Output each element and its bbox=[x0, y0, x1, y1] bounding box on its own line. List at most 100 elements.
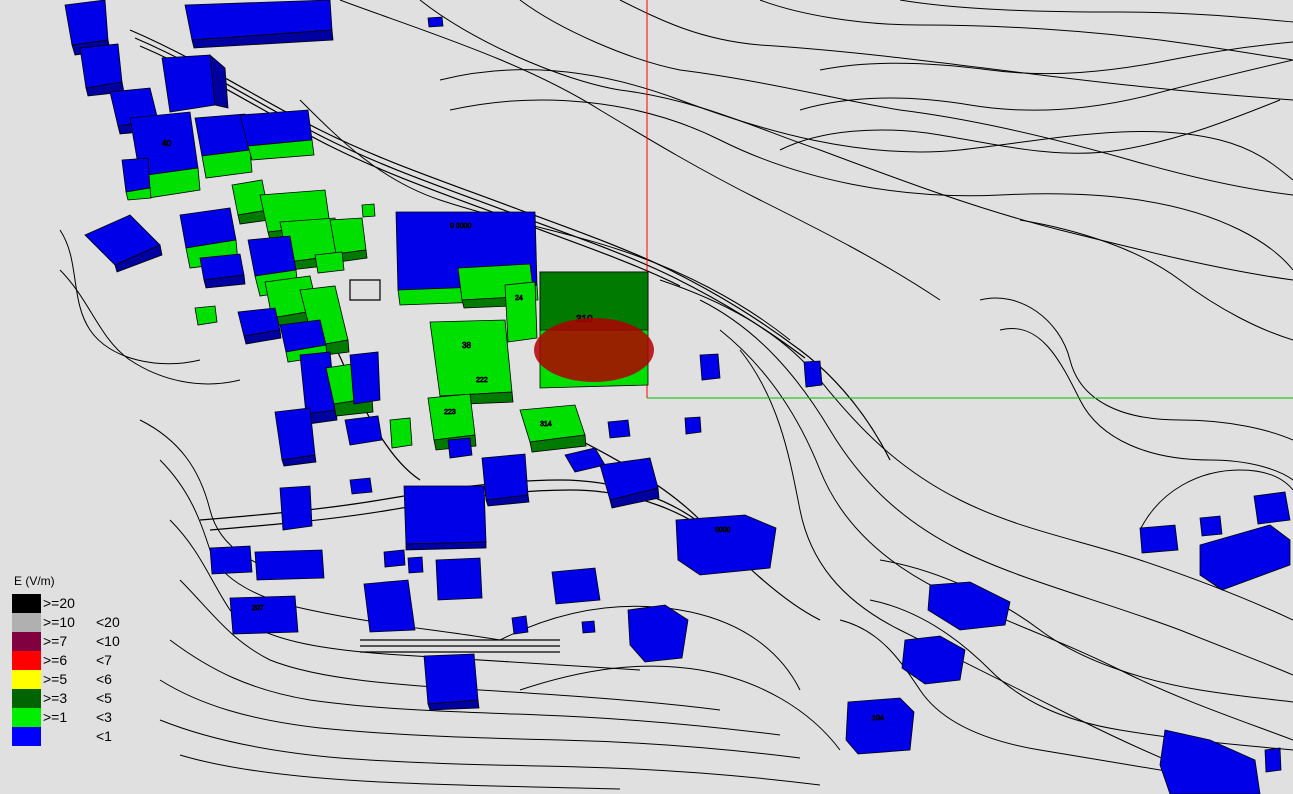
building[interactable] bbox=[349, 477, 373, 495]
legend-upper-bound: <1 bbox=[96, 728, 112, 744]
building[interactable] bbox=[803, 360, 823, 388]
contour-line bbox=[699, 299, 1293, 676]
contour-line bbox=[169, 519, 641, 671]
svg-text:223: 223 bbox=[444, 409, 456, 416]
contour-line bbox=[159, 459, 501, 641]
svg-text:207: 207 bbox=[252, 605, 264, 612]
road-line bbox=[360, 639, 560, 653]
building[interactable] bbox=[84, 214, 163, 273]
building[interactable] bbox=[361, 203, 376, 218]
building[interactable] bbox=[407, 556, 424, 574]
contour-line bbox=[439, 69, 1293, 181]
building[interactable] bbox=[161, 54, 229, 113]
building[interactable] bbox=[511, 615, 529, 635]
building[interactable]: 0000 bbox=[675, 514, 777, 576]
building[interactable] bbox=[423, 653, 480, 711]
contour-line bbox=[799, 59, 1293, 111]
contour-line bbox=[179, 754, 621, 790]
building[interactable] bbox=[1199, 524, 1291, 591]
contour-line bbox=[179, 579, 721, 711]
building[interactable] bbox=[901, 635, 966, 685]
legend-swatch bbox=[12, 727, 41, 746]
building[interactable] bbox=[581, 620, 596, 634]
contour-line bbox=[1139, 469, 1293, 531]
legend-upper-bound: <5 bbox=[96, 690, 112, 706]
building[interactable] bbox=[551, 567, 601, 605]
building[interactable]: 104 bbox=[845, 697, 915, 755]
building[interactable] bbox=[349, 351, 381, 405]
svg-text:314: 314 bbox=[540, 421, 552, 428]
legend-swatch bbox=[12, 594, 41, 613]
building[interactable] bbox=[279, 319, 328, 363]
svg-text:40: 40 bbox=[162, 139, 171, 148]
contour-line bbox=[619, 0, 1293, 101]
legend-swatch bbox=[12, 651, 41, 670]
contour-line bbox=[819, 41, 1293, 75]
legend-lower-bound: >=7 bbox=[43, 633, 68, 649]
contour-line bbox=[779, 99, 1281, 154]
building[interactable] bbox=[403, 485, 487, 551]
building[interactable] bbox=[209, 545, 253, 575]
building[interactable] bbox=[927, 581, 1011, 631]
building[interactable] bbox=[231, 179, 270, 225]
legend-row: <1 bbox=[12, 727, 112, 746]
building[interactable] bbox=[435, 557, 483, 601]
building[interactable] bbox=[314, 251, 345, 274]
building[interactable] bbox=[121, 157, 152, 201]
building[interactable] bbox=[481, 453, 530, 507]
building[interactable] bbox=[599, 457, 660, 509]
contour-line bbox=[999, 328, 1293, 481]
building[interactable] bbox=[427, 16, 444, 28]
contour-line bbox=[449, 99, 1293, 271]
building[interactable] bbox=[1199, 515, 1223, 537]
legend-upper-bound: <6 bbox=[96, 671, 112, 687]
building[interactable]: 38 222 bbox=[429, 319, 514, 406]
contour-line bbox=[59, 229, 201, 365]
building[interactable] bbox=[1253, 491, 1291, 525]
legend-upper-bound: <20 bbox=[96, 614, 120, 630]
building[interactable] bbox=[627, 604, 689, 663]
contour-line bbox=[159, 719, 821, 786]
building[interactable] bbox=[1264, 747, 1282, 773]
legend-upper-bound: <7 bbox=[96, 652, 112, 668]
building[interactable] bbox=[1139, 524, 1179, 554]
legend-lower-bound: >=3 bbox=[43, 690, 68, 706]
building[interactable] bbox=[329, 217, 368, 263]
building[interactable] bbox=[79, 43, 125, 97]
building[interactable] bbox=[607, 419, 631, 439]
legend-row: >=1 <3 bbox=[12, 708, 112, 727]
contour-line bbox=[339, 0, 941, 301]
building[interactable]: 207 bbox=[229, 595, 299, 635]
building[interactable] bbox=[564, 447, 606, 473]
building[interactable] bbox=[279, 485, 313, 531]
building[interactable] bbox=[363, 579, 416, 633]
building[interactable] bbox=[344, 415, 383, 446]
field-strength-legend: E (V/m) >=20 >=10 <20 >=7 <10 >=6 <7 >=5 <6 >=3 <5… bbox=[12, 574, 120, 746]
building[interactable] bbox=[274, 407, 317, 467]
building[interactable] bbox=[699, 353, 721, 381]
building[interactable] bbox=[684, 416, 702, 435]
svg-text:24: 24 bbox=[515, 295, 523, 302]
building[interactable] bbox=[254, 549, 325, 581]
building[interactable] bbox=[237, 307, 282, 345]
building[interactable] bbox=[199, 253, 246, 289]
legend-lower-bound: >=1 bbox=[43, 709, 68, 725]
building[interactable] bbox=[389, 417, 413, 449]
building[interactable] bbox=[447, 437, 473, 459]
legend-swatch bbox=[12, 670, 41, 689]
building[interactable]: 314 bbox=[519, 404, 587, 453]
legend-row: >=20 bbox=[12, 594, 75, 613]
legend-swatch bbox=[12, 632, 41, 651]
building[interactable] bbox=[239, 109, 315, 161]
building[interactable] bbox=[184, 0, 334, 49]
building[interactable] bbox=[194, 113, 253, 179]
legend-row: >=7 <10 bbox=[12, 632, 120, 651]
building[interactable] bbox=[194, 305, 218, 326]
legend-swatch bbox=[12, 689, 41, 708]
building[interactable] bbox=[1159, 729, 1261, 794]
legend-lower-bound: >=20 bbox=[43, 595, 75, 611]
building[interactable]: 24 bbox=[504, 281, 538, 343]
building[interactable] bbox=[383, 549, 406, 568]
